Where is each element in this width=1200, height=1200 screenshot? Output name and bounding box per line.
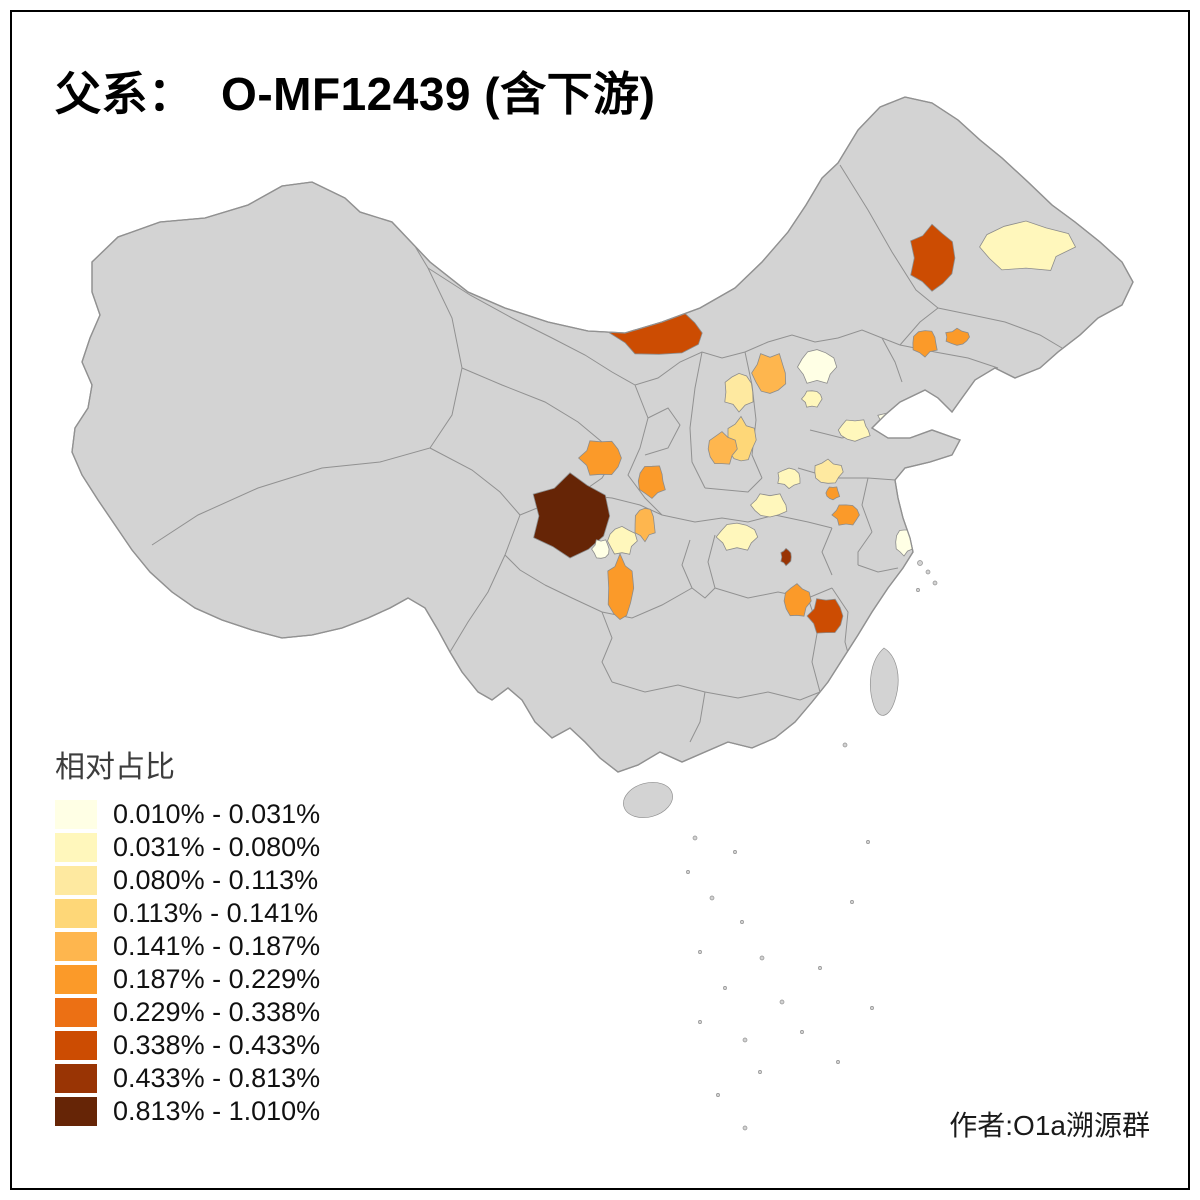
legend-swatch <box>55 833 97 862</box>
legend-label: 0.433% - 0.813% <box>113 1063 321 1093</box>
small-islets <box>686 560 938 1131</box>
legend-row: 0.187% - 0.229% <box>55 964 321 994</box>
map-region <box>591 539 610 559</box>
map-region <box>979 220 1077 271</box>
legend-row: 0.080% - 0.113% <box>55 865 320 895</box>
map-region <box>825 486 841 501</box>
map-region <box>532 472 611 559</box>
legend-label: 0.813% - 1.010% <box>113 1096 321 1126</box>
legend-label: 0.010% - 0.031% <box>113 799 321 829</box>
hainan-island <box>623 782 673 818</box>
map-region <box>910 223 956 292</box>
mainland-outline <box>71 96 1134 773</box>
legend-label: 0.080% - 0.113% <box>113 865 319 895</box>
legend-label: 0.113% - 0.141% <box>113 898 319 928</box>
mainland <box>71 96 1134 773</box>
legend-swatch <box>55 899 97 928</box>
legend-row: 0.141% - 0.187% <box>55 931 321 961</box>
legend-title: 相对占比 <box>55 751 175 784</box>
map-region <box>634 507 656 543</box>
author-credit: 作者:O1a溯源群 <box>949 1110 1150 1141</box>
map-region <box>777 467 801 490</box>
legend-swatch <box>55 1031 97 1060</box>
legend-swatch <box>55 932 97 961</box>
map-region <box>637 465 666 499</box>
map-region <box>912 330 938 358</box>
map-region <box>751 353 787 394</box>
legend-swatch <box>55 998 97 1027</box>
legend: 相对占比 0.010% - 0.031% 0.031% - 0.080% 0.080… <box>55 742 320 1130</box>
legend-row: 0.338% - 0.433% <box>55 1030 321 1060</box>
map-region <box>783 583 812 617</box>
map-region <box>806 598 844 634</box>
map-region <box>607 525 638 555</box>
map-region <box>724 372 754 413</box>
map-region <box>715 522 759 551</box>
legend-row: 0.813% - 1.010% <box>55 1096 321 1126</box>
map-region <box>831 504 860 526</box>
islands <box>623 560 938 1131</box>
legend-row: 0.229% - 0.338% <box>55 997 321 1027</box>
highlighted-regions <box>532 220 1077 634</box>
map-region <box>837 419 871 442</box>
legend-items: 0.010% - 0.031% 0.031% - 0.080% 0.080% - 0… <box>55 799 321 1126</box>
legend-swatch <box>55 800 97 829</box>
map-region <box>780 547 792 567</box>
map-region <box>797 349 838 384</box>
legend-row: 0.113% - 0.141% <box>55 898 320 928</box>
legend-row: 0.031% - 0.080% <box>55 832 321 862</box>
map-region <box>814 458 844 484</box>
map-region <box>945 327 970 346</box>
map-region <box>707 431 738 465</box>
legend-label: 0.031% - 0.080% <box>113 832 321 862</box>
legend-label: 0.229% - 0.338% <box>113 997 321 1027</box>
taiwan-island <box>870 647 899 716</box>
map-region <box>750 493 788 518</box>
legend-label: 0.141% - 0.187% <box>113 931 321 961</box>
legend-label: 0.338% - 0.433% <box>113 1030 321 1060</box>
map-region <box>578 440 622 476</box>
legend-row: 0.433% - 0.813% <box>55 1063 321 1093</box>
legend-swatch <box>55 866 97 895</box>
legend-label: 0.187% - 0.229% <box>113 964 321 994</box>
legend-swatch <box>55 1064 97 1093</box>
legend-row: 0.010% - 0.031% <box>55 799 321 829</box>
map-region <box>800 390 823 408</box>
figure-title: 父系： O-MF12439 (含下游) <box>55 68 656 120</box>
map-region <box>607 552 635 620</box>
national-border <box>71 96 1134 773</box>
legend-swatch <box>55 965 97 994</box>
legend-swatch <box>55 1097 97 1126</box>
